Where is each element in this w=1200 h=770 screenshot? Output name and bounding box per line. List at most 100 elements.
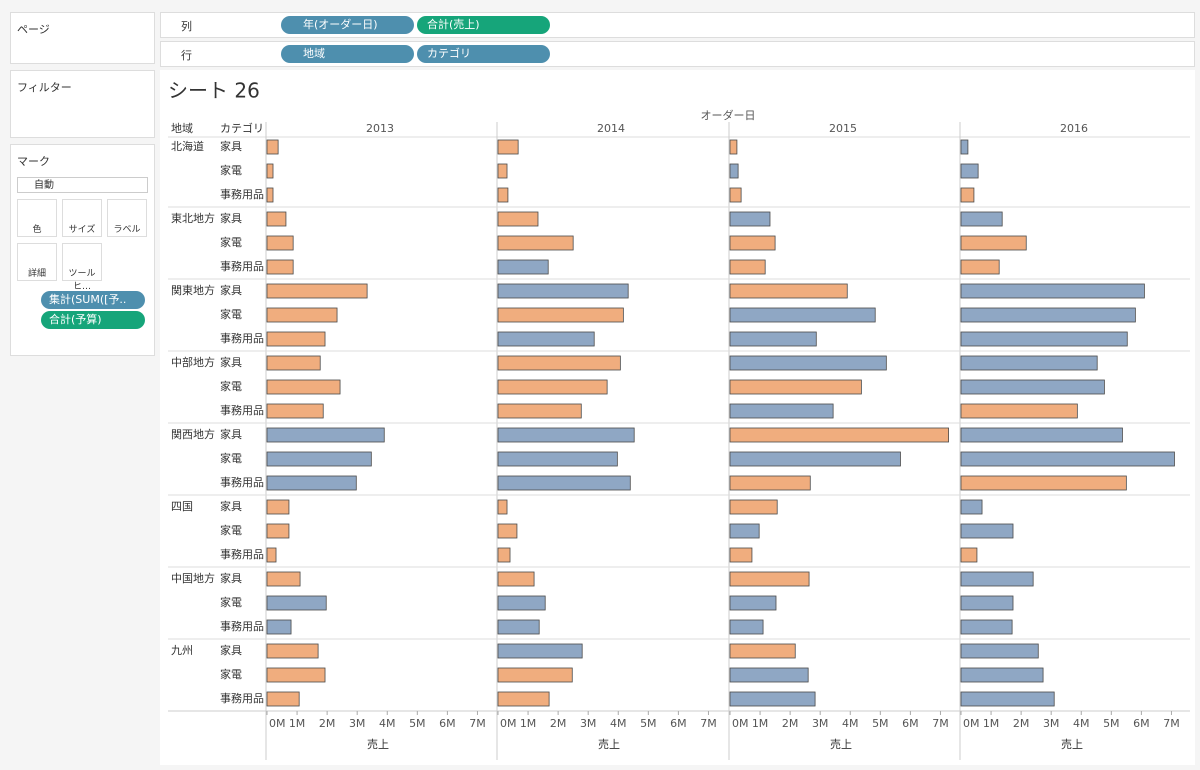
bar — [960, 643, 1039, 659]
bar — [960, 475, 1127, 491]
bar — [497, 475, 631, 491]
bar — [497, 571, 535, 587]
bar — [960, 451, 1175, 467]
bar — [497, 499, 508, 515]
tooltip-button[interactable]: ツールヒ… — [62, 243, 102, 292]
bar — [729, 379, 862, 395]
x-tick-label: 2M — [1013, 717, 1030, 730]
category-label: 事務用品 — [220, 331, 264, 345]
column-pill[interactable]: 年(オーダー日) — [281, 16, 414, 34]
x-tick-label: 2M — [319, 717, 336, 730]
x-tick-label: 3M — [349, 717, 366, 730]
category-label: 家電 — [220, 379, 242, 393]
color-button[interactable]: 色 — [17, 199, 57, 237]
x-tick-label: 0M — [732, 717, 749, 730]
x-tick-label: 2M — [782, 717, 799, 730]
category-label: 家具 — [220, 571, 242, 585]
x-axis-title: 売上 — [367, 738, 389, 751]
bar — [729, 619, 764, 635]
bar — [266, 187, 274, 203]
bar — [497, 307, 624, 323]
rows-label: 行 — [181, 49, 192, 62]
bar — [960, 403, 1078, 419]
region-label: 四国 — [171, 500, 193, 513]
bar — [497, 283, 629, 299]
region-label: 東北地方 — [171, 211, 215, 225]
bar — [729, 475, 811, 491]
marks-card: マーク 自動 色 サイズ ラベル 詳細 ツールヒ… 集計(SUM([予.. 合計… — [10, 144, 155, 356]
region-label: 関東地方 — [171, 283, 215, 297]
bar — [266, 211, 287, 227]
column-pill[interactable]: 合計(売上) — [417, 16, 550, 34]
bar — [960, 427, 1123, 443]
bar — [960, 307, 1136, 323]
row-pill[interactable]: 地域 — [281, 45, 414, 63]
mark-type-dropdown[interactable]: 自動 — [17, 177, 148, 193]
category-label: 家電 — [220, 163, 242, 177]
x-tick-label: 4M — [842, 717, 859, 730]
x-tick-label: 6M — [902, 717, 919, 730]
bar — [960, 523, 1014, 539]
bar — [497, 403, 582, 419]
x-tick-label: 1M — [983, 717, 1000, 730]
x-tick-label: 4M — [610, 717, 627, 730]
size-button[interactable]: サイズ — [62, 199, 102, 237]
bar — [960, 547, 978, 563]
bar — [729, 595, 777, 611]
category-label: 事務用品 — [220, 475, 264, 489]
filters-card: フィルター — [10, 70, 155, 138]
category-label: 事務用品 — [220, 259, 264, 273]
category-label: 事務用品 — [220, 691, 264, 705]
x-tick-label: 5M — [409, 717, 426, 730]
bar — [960, 571, 1034, 587]
x-tick-label: 4M — [1073, 717, 1090, 730]
filters-title: フィルター — [17, 81, 72, 94]
year-header: 2016 — [1060, 122, 1088, 135]
x-tick-label: 7M — [1163, 717, 1180, 730]
detail-button[interactable]: 詳細 — [17, 243, 57, 281]
bar — [729, 187, 742, 203]
bar — [497, 235, 574, 251]
category-label: 家電 — [220, 307, 242, 321]
label-button[interactable]: ラベル — [107, 199, 147, 237]
bar — [266, 139, 279, 155]
bar — [266, 619, 292, 635]
row-pill[interactable]: カテゴリ — [417, 45, 550, 63]
region-label: 関西地方 — [171, 427, 215, 441]
detail-pill[interactable]: 合計(予算) — [41, 311, 145, 329]
bar — [497, 355, 621, 371]
x-tick-label: 3M — [580, 717, 597, 730]
x-tick-label: 5M — [640, 717, 657, 730]
x-tick-label: 5M — [1103, 717, 1120, 730]
bar — [266, 283, 368, 299]
category-label: 家電 — [220, 451, 242, 465]
bar — [960, 235, 1027, 251]
x-axis-title: 売上 — [598, 738, 620, 751]
category-label: 家具 — [220, 283, 242, 297]
bar — [729, 403, 834, 419]
category-label: 事務用品 — [220, 403, 264, 417]
category-label: 家電 — [220, 235, 242, 249]
bar — [266, 643, 319, 659]
x-tick-label: 4M — [379, 717, 396, 730]
bar — [729, 283, 848, 299]
bar — [497, 427, 635, 443]
category-label: 事務用品 — [220, 619, 264, 633]
bar — [266, 571, 301, 587]
bar — [729, 571, 810, 587]
category-label: 家具 — [220, 355, 242, 369]
x-tick-label: 5M — [872, 717, 889, 730]
bar — [729, 499, 778, 515]
bar — [729, 643, 796, 659]
color-pill[interactable]: 集計(SUM([予.. — [41, 291, 145, 309]
x-tick-label: 3M — [812, 717, 829, 730]
bar — [960, 283, 1145, 299]
bar — [960, 139, 969, 155]
x-tick-label: 2M — [550, 717, 567, 730]
bar — [729, 211, 771, 227]
x-tick-label: 6M — [670, 717, 687, 730]
bar — [729, 355, 887, 371]
x-tick-label: 7M — [700, 717, 717, 730]
bar — [266, 331, 326, 347]
